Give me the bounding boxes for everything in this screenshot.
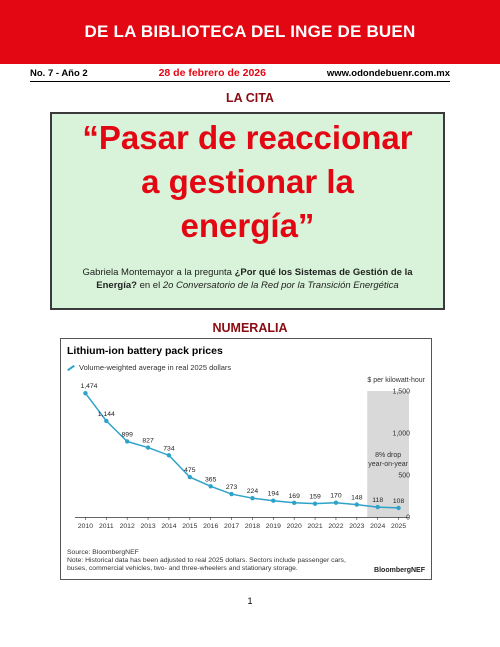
attribution-mid: en el [136,280,163,291]
data-point [250,495,255,501]
data-label: 365 [205,476,217,483]
data-label: 159 [309,494,321,501]
quote-line-3: energía” [180,207,315,244]
chart-title: Lithium-ion battery pack prices [67,345,223,357]
annotation-text: year-on-year [368,461,408,468]
chart-legend: Volume-weighted average in real 2025 dol… [67,363,231,372]
y-tick-label: 500 [398,473,410,480]
attribution-event: 2o Conversatorio de la Red por la Transi… [162,280,399,291]
x-tick-label: 2017 [224,523,239,530]
x-tick-label: 2022 [328,523,343,530]
issue-date: 28 de febrero de 2026 [158,67,266,79]
data-point [396,505,401,511]
data-point [208,484,213,489]
x-tick-label: 2010 [78,523,93,530]
data-label: 224 [247,488,259,495]
y-tick-label: 0 [406,515,410,522]
website-link[interactable]: www.odondebuenr.com.mx [326,67,450,79]
data-point [354,502,360,507]
highlight-band [367,391,409,517]
x-tick-label: 2019 [266,523,281,530]
x-tick-label: 2021 [308,523,323,530]
data-label: 194 [268,491,280,498]
annotation-text: 8% drop [375,452,401,459]
quote-section-title: LA CITA [226,91,274,105]
quote-line-2: a gestionar la [141,163,354,200]
y-axis-unit-label: $ per kilowatt-hour [367,377,425,384]
attribution-prefix: Gabriela Montemayor a la pregunta [82,267,235,278]
data-label: 1,474 [80,383,97,390]
x-tick-label: 2018 [245,523,260,530]
quote-attribution: Gabriela Montemayor a la pregunta ¿Por q… [64,266,431,292]
data-label: 108 [393,498,405,505]
battery-price-chart: 8% drop year-on-year 0 500 1,000 1,500 2010 201… [60,338,432,580]
data-point [291,500,297,506]
x-tick-label: 2015 [182,523,197,530]
data-label: 169 [289,493,301,500]
data-point [375,504,380,510]
masthead-banner: DE LA BIBLIOTECA DEL INGE DE BUEN [0,0,500,64]
data-point [166,453,172,458]
x-tick-label: 2016 [203,523,218,530]
numeralia-section-title: NUMERALIA [212,321,288,335]
data-label: 475 [184,467,196,474]
y-tick-label: 1,500 [392,389,410,396]
legend-label: Volume-weighted average in real 2025 dol… [79,363,232,372]
data-label: 899 [122,431,134,438]
header-rule [30,81,450,82]
x-tick-label: 2023 [349,523,364,530]
series-line [84,392,399,509]
data-label: 118 [372,497,383,504]
data-point [333,500,339,505]
data-point [187,474,193,480]
page-number: 1 [247,596,253,606]
data-label: 148 [351,495,363,502]
data-label: 170 [330,493,342,500]
quote-box: “Pasar de reaccionar a gestionar la ener… [50,112,445,310]
legend-line-icon [67,364,75,371]
data-label: 273 [226,484,238,491]
quote-text: “Pasar de reaccionar a gestionar la ener… [52,116,443,248]
x-tick-label: 2011 [99,523,114,530]
data-label: 734 [163,445,175,452]
data-label: 1,144 [98,411,115,418]
chart-canvas: 8% drop year-on-year 0 500 1,000 1,500 2010 201… [75,383,410,530]
data-point [104,418,109,424]
x-tick-label: 2020 [287,523,302,530]
x-tick-label: 2012 [120,523,135,530]
data-point [145,445,151,450]
issue-info-line: No. 7 - Año 2 28 de febrero de 2026 www.… [30,66,450,80]
y-tick-label: 1,000 [392,431,410,438]
issue-number: No. 7 - Año 2 [30,67,88,79]
data-point [229,491,234,497]
data-point [124,439,130,444]
chart-source: Source: BloombergNEF Note: Historical da… [67,549,367,573]
note-line: Note: Historical data has been adjusted … [67,557,346,572]
attribution-question: ¿Por qué los Sistemas de Gestión de la E… [96,267,413,291]
data-point [312,501,318,506]
x-tick-label: 2025 [391,523,406,530]
x-tick-label: 2014 [161,523,176,530]
data-point [271,498,276,503]
masthead-title: DE LA BIBLIOTECA DEL INGE DE BUEN [84,22,416,41]
x-tick-label: 2013 [141,523,156,530]
quote-line-1: “Pasar de reaccionar [82,119,413,156]
data-label: 827 [142,438,154,445]
data-point [83,390,88,396]
x-tick-label: 2024 [370,523,385,530]
source-line: Source: BloombergNEF [67,549,139,556]
brand-label: BloombergNEF [374,567,425,574]
